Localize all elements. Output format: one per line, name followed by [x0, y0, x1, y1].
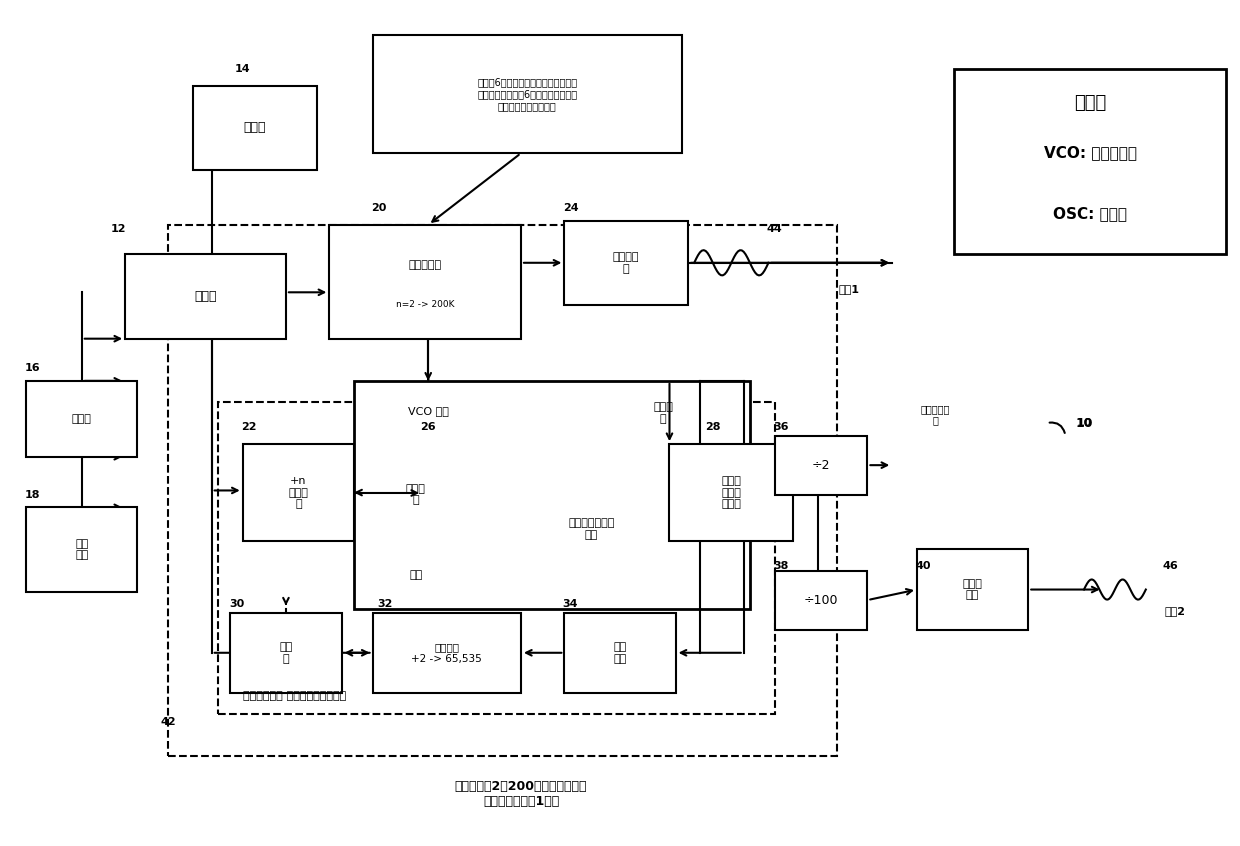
Bar: [218, 402, 775, 714]
Bar: [231, 613, 342, 693]
Bar: [564, 613, 676, 693]
Text: 该部分产生2到200千赫之间的任意
频率，分辨率为1赫兹: 该部分产生2到200千赫之间的任意 频率，分辨率为1赫兹: [455, 780, 588, 808]
Text: n=2 -> 200K: n=2 -> 200K: [396, 300, 454, 309]
Bar: [26, 381, 138, 457]
Text: OSC: 振荡器: OSC: 振荡器: [1053, 206, 1127, 221]
Text: +n
锁相回
路: +n 锁相回 路: [289, 476, 309, 509]
Text: 30: 30: [229, 599, 244, 609]
Text: 计时器: 计时器: [72, 414, 92, 424]
Text: 32: 32: [377, 599, 393, 609]
Bar: [26, 508, 138, 591]
Text: 36: 36: [773, 422, 789, 432]
Text: 信号1: 信号1: [838, 284, 859, 294]
Text: VCO 输入: VCO 输入: [408, 406, 449, 416]
Text: 以仅为6兆赫时钟整数除的步进方式生
成一个频率以仅为6兆赫时钟整数除的
步进方式生成一个频率: 以仅为6兆赫时钟整数除的步进方式生 成一个频率以仅为6兆赫时钟整数除的 步进方式…: [477, 78, 578, 111]
Bar: [330, 225, 521, 338]
Bar: [564, 221, 688, 305]
Text: 用软件控制的 后分频器和预分频器: 用软件控制的 后分频器和预分频器: [243, 691, 346, 701]
Text: 10: 10: [1076, 418, 1091, 428]
Text: 22: 22: [241, 422, 257, 432]
Bar: [243, 444, 353, 541]
Text: 38: 38: [774, 562, 789, 571]
Text: 用户
输入: 用户 输入: [76, 539, 88, 560]
Text: 16: 16: [25, 363, 40, 373]
Bar: [954, 69, 1226, 255]
Text: VCO: 压控振荡器: VCO: 压控振荡器: [1044, 145, 1137, 160]
Bar: [193, 85, 317, 170]
Bar: [372, 36, 682, 153]
Text: 相位补
偿: 相位补 偿: [653, 402, 673, 424]
Bar: [670, 444, 794, 541]
Text: 精准限
制器: 精准限 制器: [962, 579, 982, 601]
Bar: [775, 570, 868, 629]
Text: 44: 44: [766, 224, 782, 234]
Text: 反馈: 反馈: [409, 569, 423, 580]
Text: 整数除法器: 整数除法器: [408, 260, 441, 270]
Text: 分压
器: 分压 器: [279, 642, 293, 663]
Text: ÷2: ÷2: [812, 459, 831, 472]
Text: 关键：: 关键：: [1074, 94, 1106, 113]
Text: 10: 10: [1075, 416, 1092, 430]
Bar: [125, 255, 286, 338]
Text: 信号2: 信号2: [1164, 607, 1185, 617]
Text: 24: 24: [563, 203, 578, 213]
Text: 编程模块
+2 -> 65,535: 编程模块 +2 -> 65,535: [412, 642, 482, 663]
Text: 34: 34: [563, 599, 578, 609]
Bar: [372, 613, 521, 693]
Text: 46: 46: [1163, 562, 1178, 571]
Text: 显示器: 显示器: [244, 121, 267, 135]
Text: 12: 12: [112, 224, 126, 234]
Text: 40: 40: [915, 562, 931, 571]
Text: 14: 14: [234, 63, 250, 74]
Text: ÷100: ÷100: [804, 594, 838, 607]
Text: 时钟基
准: 时钟基 准: [405, 484, 425, 505]
Text: 滤波器计时
器: 滤波器计时 器: [921, 404, 950, 426]
Bar: [775, 436, 868, 495]
Text: 18: 18: [25, 490, 40, 500]
Text: 42: 42: [161, 717, 176, 728]
Text: 精准限制
器: 精准限制 器: [613, 252, 640, 273]
Bar: [353, 381, 750, 608]
Text: 26: 26: [420, 422, 436, 432]
Text: 开关电
容低通
滤波器: 开关电 容低通 滤波器: [722, 476, 742, 509]
Text: 锁相震荡器循环
输出: 锁相震荡器循环 输出: [568, 518, 615, 540]
Text: 20: 20: [371, 203, 387, 213]
Text: 28: 28: [706, 422, 720, 432]
Text: 预除
法器: 预除 法器: [614, 642, 626, 663]
Bar: [169, 225, 837, 756]
Bar: [916, 550, 1028, 629]
Text: 单片机: 单片机: [195, 290, 217, 303]
